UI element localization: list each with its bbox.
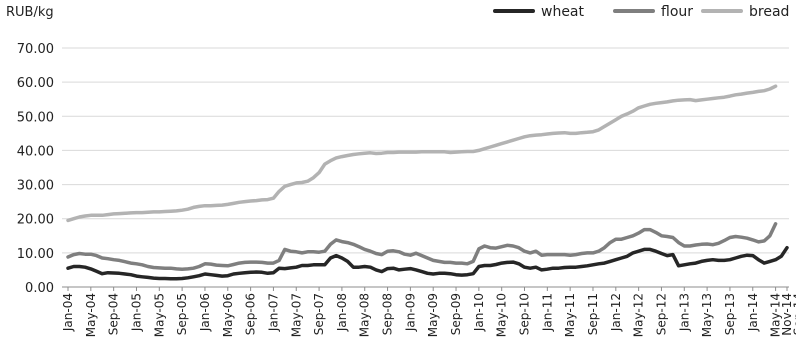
x-tick-label: Jan-10 (472, 293, 486, 332)
series-line-wheat (66, 245, 789, 281)
x-tick-label: Jan-06 (198, 293, 212, 332)
x-axis-ticks: Jan-04 May-04 Sep-04 Jan-05 May-05 Sep-05 Jan-… (61, 287, 796, 337)
y-axis-unit-label: RUB/kg (6, 5, 54, 20)
legend: wheat flour bread (493, 4, 789, 20)
x-tick-label: Jan-04 (61, 293, 75, 332)
x-tick-label: Jan-05 (129, 293, 143, 332)
series-lines (66, 84, 789, 281)
x-tick-label: Sep-05 (175, 293, 189, 335)
x-tick-label: Nov-14 (780, 293, 794, 336)
x-tick-label: May-04 (84, 293, 98, 337)
y-tick-label: 0.00 (25, 281, 54, 296)
x-tick-label: Sep-04 (107, 293, 121, 335)
legend-label-bread: bread (749, 4, 789, 20)
y-tick-label: 50.00 (17, 110, 54, 125)
x-tick-label: Sep-07 (312, 293, 326, 335)
x-tick-label: May-09 (426, 293, 440, 337)
x-tick-label: Jan-14 (746, 293, 760, 332)
x-tick-label: Sep-11 (586, 293, 600, 335)
x-tick-label: May-10 (495, 293, 509, 337)
x-tick-label: Sep-08 (381, 293, 395, 335)
y-tick-label: 10.00 (17, 247, 54, 262)
x-tick-label: Jan-09 (403, 293, 417, 332)
legend-label-wheat: wheat (541, 4, 585, 20)
x-tick-label: Sep-10 (518, 293, 532, 335)
x-tick-label: Sep-12 (654, 293, 668, 335)
gridlines (62, 47, 789, 254)
x-tick-label: Jan-13 (677, 293, 691, 332)
x-tick-label: Sep-06 (244, 293, 258, 335)
y-axis-ticks: 0.00 10.00 20.00 30.00 40.00 50.00 60.00 70.00 (17, 42, 54, 296)
x-tick-label: Jan-07 (266, 293, 280, 332)
x-tick-label: May-13 (700, 293, 714, 337)
y-tick-label: 70.00 (17, 42, 54, 57)
x-tick-label: May-11 (563, 293, 577, 337)
series-line-bread (66, 84, 778, 223)
x-tick-label: May-07 (289, 293, 303, 337)
x-tick-label: Jan-12 (609, 293, 623, 332)
y-tick-label: 20.00 (17, 213, 54, 228)
x-tick-label: Sep-09 (449, 293, 463, 335)
x-tick-label: Jan-08 (335, 293, 349, 332)
x-tick-label: Jan-11 (540, 293, 554, 332)
x-tick-label: Sep-14 (791, 293, 796, 335)
legend-label-flour: flour (661, 4, 693, 20)
x-tick-label: May-12 (632, 293, 646, 337)
x-tick-label: Sep-13 (723, 293, 737, 335)
series-line-flour (66, 222, 778, 271)
y-tick-label: 60.00 (17, 76, 54, 91)
y-tick-label: 30.00 (17, 179, 54, 194)
x-tick-label: May-06 (221, 293, 235, 337)
y-tick-label: 40.00 (17, 144, 54, 159)
x-tick-label: May-05 (152, 293, 166, 337)
x-tick-label: May-14 (769, 293, 783, 337)
x-tick-label: May-08 (358, 293, 372, 337)
